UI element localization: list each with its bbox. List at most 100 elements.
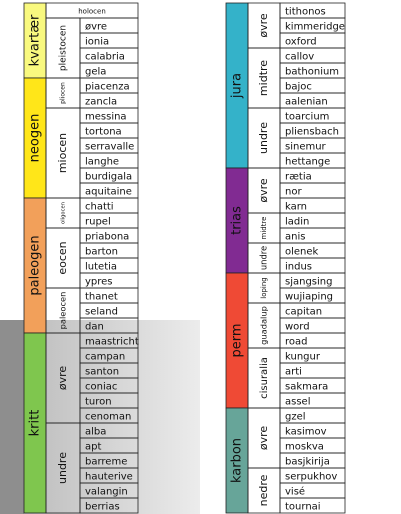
- stage: moskva: [285, 442, 324, 453]
- stage: basjkirija: [285, 457, 330, 468]
- stage: coniac: [85, 382, 117, 393]
- label: miocen: [56, 133, 69, 173]
- stage: serpukhov: [285, 472, 337, 483]
- stage: thanet: [85, 292, 118, 303]
- label: eocen: [56, 241, 69, 274]
- stage: bajoc: [285, 82, 312, 93]
- stage: indus: [285, 262, 312, 273]
- stage: kasimov: [285, 427, 327, 438]
- stage: sakmara: [285, 382, 328, 393]
- stage: alba: [85, 427, 106, 438]
- stage: calabria: [85, 52, 125, 63]
- stage: aalenian: [285, 97, 328, 108]
- stage: lutetia: [85, 262, 117, 273]
- stage: tournai: [285, 502, 321, 513]
- stage: toarcium: [285, 112, 329, 123]
- stage: ionia: [85, 37, 109, 48]
- label: undre: [259, 246, 269, 270]
- stage: assel: [285, 397, 310, 408]
- stage: barton: [85, 247, 118, 258]
- shade-strip: [0, 320, 24, 514]
- cell: [279, 497, 346, 514]
- stage: visé: [285, 486, 305, 498]
- stage: apt: [85, 442, 101, 453]
- stage: ypres: [85, 277, 113, 288]
- stage: arti: [285, 367, 302, 378]
- label: paleocen: [58, 292, 68, 330]
- stage: berrias: [85, 502, 120, 513]
- label: undre: [257, 122, 270, 154]
- label: midtre: [257, 60, 270, 96]
- stage: kungur: [285, 352, 321, 363]
- stage: sjangsing: [285, 277, 332, 288]
- label: neogen: [28, 114, 43, 163]
- stage: messina: [85, 112, 127, 123]
- stage: seland: [85, 307, 118, 318]
- stage: serravalle: [85, 142, 134, 153]
- label: nedre: [257, 474, 270, 506]
- stage: gzel: [285, 412, 306, 423]
- shade: [24, 320, 200, 514]
- label: cisuralia: [259, 357, 270, 399]
- stage: wujiaping: [285, 292, 333, 303]
- epoch: holocen: [78, 8, 106, 16]
- stage: kimmeridge: [285, 22, 345, 33]
- label: pleistocen: [59, 25, 69, 71]
- stage: callov: [285, 52, 314, 63]
- stage: rætia: [285, 172, 312, 183]
- stage: zancla: [85, 97, 117, 108]
- stage: valangin: [85, 487, 128, 498]
- label: midtre: [260, 217, 268, 240]
- stage: cenoman: [85, 412, 131, 423]
- stage: anis: [285, 232, 305, 243]
- stage: langhe: [85, 157, 119, 168]
- stage: piacenza: [85, 82, 130, 93]
- stage: santon: [85, 367, 119, 378]
- label: pliocen: [60, 82, 67, 104]
- label: øvre: [257, 178, 270, 203]
- label: karbon: [230, 438, 245, 483]
- label: trias: [230, 206, 245, 235]
- cell: [79, 497, 139, 514]
- stage: rupel: [85, 217, 111, 228]
- stage: oxford: [285, 37, 317, 48]
- stage: ladin: [285, 217, 309, 228]
- stage: øvre: [85, 22, 107, 33]
- stage: tortona: [85, 127, 122, 138]
- stage: sinemur: [285, 142, 327, 153]
- stage: nor: [285, 187, 302, 198]
- stage: hauterive: [85, 472, 133, 483]
- stage: tithonos: [285, 7, 326, 18]
- label: perm: [230, 323, 245, 357]
- label: kvartær: [28, 14, 43, 66]
- stage: karn: [285, 202, 307, 213]
- stage: capitan: [285, 307, 322, 318]
- stage: chatti: [85, 202, 114, 213]
- label: øvre: [257, 13, 270, 38]
- stage: word: [285, 322, 310, 333]
- stage: dan: [85, 322, 104, 333]
- label: jura: [230, 73, 245, 99]
- stage: gela: [85, 67, 106, 78]
- stage: bathonium: [285, 67, 339, 78]
- stage: maastricht: [85, 337, 139, 348]
- label: øvre: [56, 366, 69, 391]
- label: undre: [56, 452, 69, 484]
- stage: burdigala: [85, 172, 132, 183]
- stage: pliensbach: [285, 127, 339, 138]
- label: loping: [260, 277, 268, 299]
- stage: barreme: [85, 457, 127, 468]
- label: kritt: [28, 410, 43, 437]
- stage: road: [285, 337, 308, 348]
- stage: hettange: [285, 157, 330, 168]
- label: oligocen: [61, 202, 67, 224]
- table-bg: [46, 3, 138, 320]
- label: øvre: [257, 426, 270, 451]
- label: guadalup: [259, 306, 269, 345]
- label: paleogen: [28, 235, 43, 295]
- stage: campan: [85, 352, 125, 363]
- stage: olenek: [285, 247, 319, 258]
- stage: aquitaine: [85, 187, 132, 198]
- stage: priabona: [85, 232, 129, 243]
